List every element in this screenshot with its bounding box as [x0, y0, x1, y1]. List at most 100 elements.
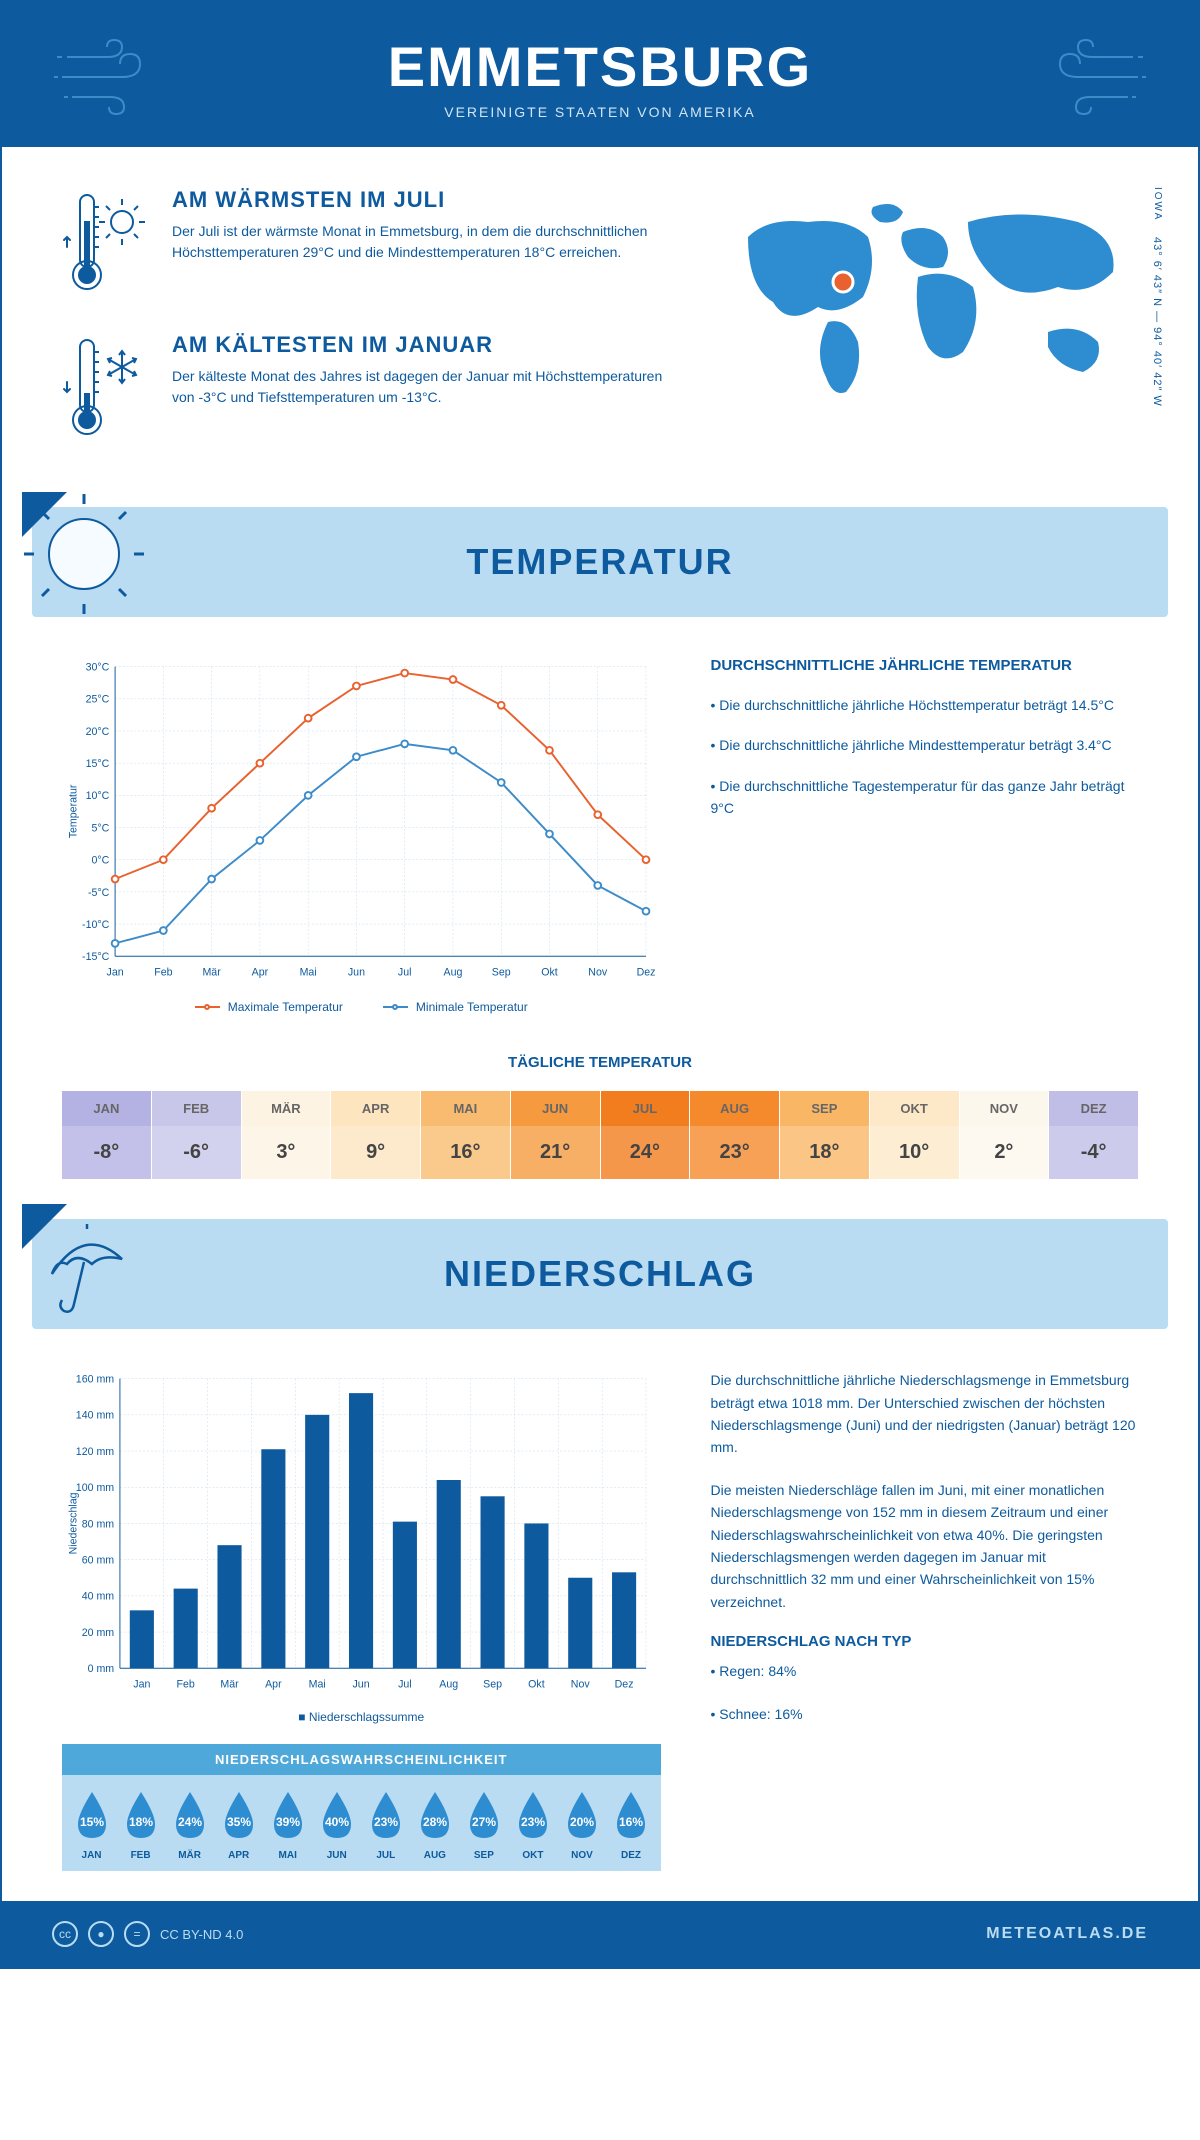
probability-cell: 39%MAI — [263, 1790, 312, 1861]
map-column: IOWA 43° 6′ 43″ N — 94° 40′ 42″ W — [718, 187, 1138, 477]
svg-text:Jul: Jul — [398, 967, 412, 979]
svg-text:25°C: 25°C — [86, 694, 110, 706]
probability-box: NIEDERSCHLAGSWAHRSCHEINLICHKEIT 15%JAN18… — [62, 1744, 661, 1871]
probability-cell: 16%DEZ — [607, 1790, 656, 1861]
legend-max: Maximale Temperatur — [228, 1000, 343, 1014]
svg-text:100 mm: 100 mm — [76, 1482, 114, 1494]
svg-text:28%: 28% — [423, 1815, 447, 1829]
svg-text:35%: 35% — [227, 1815, 251, 1829]
daily-cell: AUG23° — [690, 1091, 780, 1179]
svg-text:60 mm: 60 mm — [82, 1555, 115, 1567]
license-text: CC BY-ND 4.0 — [160, 1927, 243, 1942]
daily-cell: FEB-6° — [152, 1091, 242, 1179]
svg-text:80 mm: 80 mm — [82, 1519, 115, 1531]
svg-text:Temperatur: Temperatur — [67, 784, 79, 838]
svg-text:Nov: Nov — [571, 1679, 591, 1691]
probability-cell: 23%JUL — [361, 1790, 410, 1861]
temperature-legend: Maximale Temperatur Minimale Temperatur — [62, 1000, 661, 1014]
probability-title: NIEDERSCHLAGSWAHRSCHEINLICHKEIT — [62, 1744, 661, 1775]
probability-cell: 35%APR — [214, 1790, 263, 1861]
page-subtitle: VEREINIGTE STAATEN VON AMERIKA — [172, 104, 1028, 120]
precip-type: • Schnee: 16% — [711, 1703, 1139, 1725]
daily-cell: OKT10° — [870, 1091, 960, 1179]
coldest-title: AM KÄLTESTEN IM JANUAR — [172, 332, 678, 358]
probability-cell: 15%JAN — [67, 1790, 116, 1861]
coldest-text: Der kälteste Monat des Jahres ist dagege… — [172, 366, 678, 408]
precipitation-section-head: NIEDERSCHLAG — [32, 1219, 1168, 1329]
header-title: EMMETSBURG VEREINIGTE STAATEN VON AMERIK… — [172, 34, 1028, 120]
daily-cell: DEZ-4° — [1049, 1091, 1138, 1179]
facts-column: AM WÄRMSTEN IM JULI Der Juli ist der wär… — [62, 187, 678, 477]
svg-text:-5°C: -5°C — [88, 887, 110, 899]
precipitation-body: 0 mm20 mm40 mm60 mm80 mm100 mm120 mm140 … — [2, 1329, 1198, 1901]
probability-cell: 27%SEP — [459, 1790, 508, 1861]
temperature-text: DURCHSCHNITTLICHE JÄHRLICHE TEMPERATUR •… — [711, 657, 1139, 1014]
by-icon: ● — [88, 1921, 114, 1947]
svg-text:Jul: Jul — [398, 1679, 412, 1691]
daily-cell: APR9° — [331, 1091, 421, 1179]
svg-text:160 mm: 160 mm — [76, 1374, 114, 1386]
svg-text:27%: 27% — [472, 1815, 496, 1829]
svg-text:Feb: Feb — [154, 967, 172, 979]
wind-icon — [1028, 32, 1148, 122]
daily-cell: SEP18° — [780, 1091, 870, 1179]
probability-cell: 28%AUG — [410, 1790, 459, 1861]
world-map — [718, 187, 1138, 417]
state-label: IOWA — [1152, 187, 1163, 221]
precipitation-chart: 0 mm20 mm40 mm60 mm80 mm100 mm120 mm140 … — [62, 1369, 661, 1871]
wind-icon — [52, 32, 172, 122]
svg-text:20°C: 20°C — [86, 726, 110, 738]
svg-text:Mär: Mär — [220, 1679, 239, 1691]
temperature-chart: -15°C-10°C-5°C0°C5°C10°C15°C20°C25°C30°C… — [62, 657, 661, 1014]
footer-license: cc ● = CC BY-ND 4.0 — [52, 1921, 243, 1947]
svg-text:23%: 23% — [521, 1815, 545, 1829]
svg-text:0 mm: 0 mm — [88, 1663, 115, 1675]
svg-text:30°C: 30°C — [86, 662, 110, 674]
warmest-text: Der Juli ist der wärmste Monat in Emmets… — [172, 221, 678, 263]
svg-text:-15°C: -15°C — [82, 951, 110, 963]
svg-text:Mai: Mai — [309, 1679, 326, 1691]
svg-text:Sep: Sep — [492, 967, 511, 979]
daily-cell: JUL24° — [601, 1091, 691, 1179]
svg-text:-10°C: -10°C — [82, 919, 110, 931]
precip-type-title: NIEDERSCHLAG NACH TYP — [711, 1633, 1139, 1650]
svg-text:15%: 15% — [80, 1815, 104, 1829]
probability-cell: 20%NOV — [557, 1790, 606, 1861]
daily-cell: JUN21° — [511, 1091, 601, 1179]
precip-type: • Regen: 84% — [711, 1660, 1139, 1682]
svg-text:39%: 39% — [276, 1815, 300, 1829]
page-title: EMMETSBURG — [172, 34, 1028, 99]
temp-bullet: • Die durchschnittliche jährliche Höchst… — [711, 694, 1139, 716]
precip-para: Die meisten Niederschläge fallen im Juni… — [711, 1479, 1139, 1613]
location-marker — [833, 272, 853, 292]
svg-text:Dez: Dez — [637, 967, 656, 979]
legend-min: Minimale Temperatur — [416, 1000, 528, 1014]
svg-text:Mai: Mai — [300, 967, 317, 979]
svg-text:Mär: Mär — [202, 967, 221, 979]
precip-para: Die durchschnittliche jährliche Niedersc… — [711, 1369, 1139, 1459]
svg-text:Dez: Dez — [615, 1679, 634, 1691]
svg-text:Jun: Jun — [352, 1679, 369, 1691]
umbrella-icon — [22, 1204, 152, 1334]
svg-text:20 mm: 20 mm — [82, 1627, 115, 1639]
probability-cell: 24%MÄR — [165, 1790, 214, 1861]
daily-cell: JAN-8° — [62, 1091, 152, 1179]
probability-cell: 40%JUN — [312, 1790, 361, 1861]
thermometer-hot-icon — [62, 187, 147, 297]
svg-text:23%: 23% — [374, 1815, 398, 1829]
temperature-section-head: TEMPERATUR — [32, 507, 1168, 617]
svg-text:Jan: Jan — [107, 967, 124, 979]
temp-bullet: • Die durchschnittliche Tagestemperatur … — [711, 775, 1139, 820]
footer-brand: METEOATLAS.DE — [986, 1925, 1148, 1943]
thermometer-cold-icon — [62, 332, 147, 442]
svg-text:Jun: Jun — [348, 967, 365, 979]
header: EMMETSBURG VEREINIGTE STAATEN VON AMERIK… — [2, 2, 1198, 147]
nd-icon: = — [124, 1921, 150, 1947]
svg-text:Jan: Jan — [133, 1679, 150, 1691]
svg-text:20%: 20% — [570, 1815, 594, 1829]
cc-icon: cc — [52, 1921, 78, 1947]
probability-cell: 23%OKT — [508, 1790, 557, 1861]
svg-text:Aug: Aug — [444, 967, 463, 979]
svg-text:Sep: Sep — [483, 1679, 502, 1691]
svg-text:Niederschlag: Niederschlag — [67, 1493, 79, 1555]
